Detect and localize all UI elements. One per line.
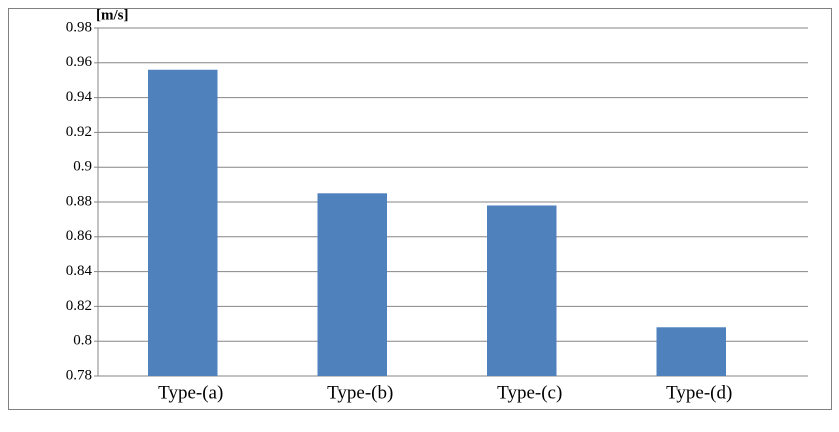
x-tick-label: Type-(b) (327, 382, 393, 403)
y-unit: [m/s] (96, 7, 129, 23)
bar (487, 205, 557, 376)
bar (148, 69, 218, 376)
x-tick-label: Type-(c) (497, 382, 562, 403)
y-tick-label: 0.86 (66, 228, 93, 244)
y-tick-label: 0.9 (73, 159, 92, 175)
y-tick-label: 0.84 (66, 263, 93, 279)
y-tick-label: 0.78 (66, 367, 92, 383)
bar (656, 327, 726, 376)
y-tick-label: 0.8 (73, 333, 92, 349)
y-tick-label: 0.92 (66, 124, 92, 140)
y-tick-label: 0.82 (66, 298, 92, 314)
y-tick-label: 0.94 (66, 89, 93, 105)
y-tick-label: 0.88 (66, 193, 92, 209)
x-tick-label: Type-(d) (666, 382, 732, 403)
x-tick-label: Type-(a) (158, 382, 223, 403)
bar (317, 193, 387, 376)
y-tick-label: 0.96 (66, 54, 93, 70)
y-tick-label: 0.98 (66, 19, 92, 35)
